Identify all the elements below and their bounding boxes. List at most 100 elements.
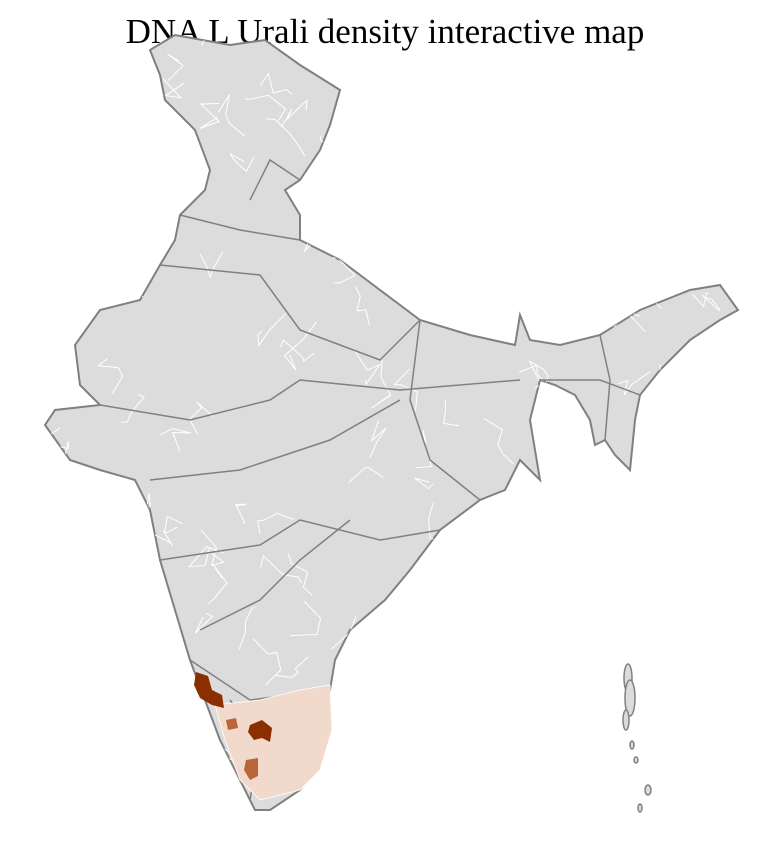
state-border [540, 379, 641, 396]
district-border [421, 131, 468, 143]
district-border [313, 172, 342, 192]
district-border [124, 635, 145, 660]
district-border [643, 219, 657, 256]
district-border [120, 605, 139, 652]
district-border [159, 428, 192, 452]
district-border [280, 339, 315, 363]
district-border [523, 127, 552, 147]
district-border [602, 616, 624, 646]
district-border [701, 35, 717, 49]
district-border [547, 598, 598, 620]
district-border [613, 620, 635, 639]
district-border [528, 360, 549, 395]
district-border [671, 131, 696, 164]
district-border [63, 84, 99, 101]
district-border [95, 150, 107, 199]
district-border [98, 277, 119, 301]
district-border [691, 292, 709, 308]
andaman-islands [622, 663, 652, 813]
district-border [139, 217, 173, 230]
district-border [667, 638, 710, 673]
district-border [109, 617, 145, 649]
district-border [207, 563, 228, 604]
density-region-high[interactable] [194, 672, 224, 708]
state-border [159, 519, 441, 561]
district-border [447, 629, 475, 658]
district-border [534, 746, 555, 771]
island [624, 679, 636, 717]
district-border [624, 618, 680, 670]
state-border [249, 158, 301, 201]
district-border [545, 780, 571, 810]
district-border [55, 169, 90, 214]
state-border [199, 519, 351, 631]
density-region-high[interactable] [248, 720, 272, 742]
district-border [617, 370, 651, 396]
district-border [102, 285, 144, 301]
district-border [260, 554, 302, 584]
district-border [128, 712, 176, 730]
district-border [257, 512, 295, 534]
district-border [587, 635, 614, 689]
district-border [734, 187, 738, 212]
district-border [188, 546, 224, 568]
district-border [602, 265, 641, 319]
district-border [91, 169, 124, 204]
district-border [565, 202, 584, 226]
district-border [120, 602, 139, 625]
district-border [216, 776, 231, 810]
district-border [444, 747, 468, 766]
district-border [342, 702, 363, 722]
district-border [484, 730, 506, 758]
district-border [354, 350, 382, 386]
district-border [61, 169, 83, 215]
district-border [120, 394, 145, 423]
district-border [348, 96, 384, 110]
density-region-mid[interactable] [226, 718, 238, 730]
district-border [733, 357, 738, 386]
district-border [637, 441, 667, 484]
district-border [121, 159, 170, 173]
district-border [348, 51, 386, 82]
density-region-low[interactable] [214, 684, 333, 801]
district-border [546, 155, 584, 177]
district-border [365, 213, 406, 233]
district-border [568, 294, 587, 310]
district-border [45, 317, 49, 354]
district-border [568, 591, 594, 610]
district-border [440, 35, 499, 55]
district-border [47, 238, 82, 261]
state-border [159, 264, 421, 361]
district-border [597, 229, 632, 259]
district-border [393, 368, 418, 411]
district-border [481, 761, 515, 776]
district-border [260, 72, 293, 95]
district-border [555, 569, 580, 608]
district-border [592, 518, 617, 549]
district-border [94, 510, 127, 530]
state-border [149, 399, 401, 481]
district-border [199, 251, 224, 279]
island [633, 756, 639, 764]
district-border [45, 427, 61, 450]
density-region-mid[interactable] [244, 758, 258, 780]
district-border [265, 118, 306, 157]
district-border [290, 600, 322, 637]
district-border [708, 41, 731, 70]
district-border [616, 611, 638, 644]
state-border [409, 319, 481, 501]
district-border [126, 35, 156, 53]
district-border [507, 196, 538, 231]
district-border [369, 420, 387, 458]
district-border [633, 679, 652, 696]
district-border [155, 628, 180, 667]
district-border [371, 359, 391, 409]
district-border [218, 94, 246, 137]
state-border [599, 334, 611, 441]
district-border [199, 102, 220, 129]
district-border [443, 400, 460, 427]
island [637, 803, 643, 813]
district-border [257, 312, 287, 347]
district-border [97, 358, 124, 394]
